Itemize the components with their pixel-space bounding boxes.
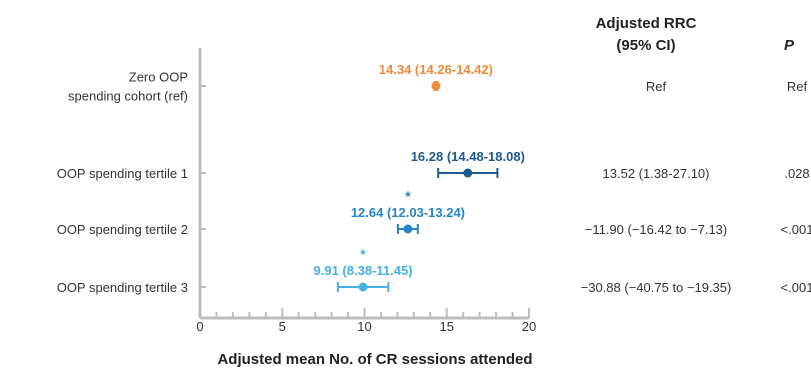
row-label: Zero OOP: [129, 70, 188, 85]
significance-marker: *: [405, 188, 411, 204]
row-label: OOP spending tertile 2: [57, 222, 188, 237]
x-axis: 0 5 10 15 20: [196, 48, 536, 334]
estimate-label: 12.64 (12.03-13.24): [351, 205, 465, 220]
rrc-cell: −30.88 (−40.75 to −19.35): [581, 280, 732, 295]
plot-row: OOP spending tertile 1 16.28 (14.48-18.08…: [57, 149, 810, 181]
estimate-label: 9.91 (8.38-11.45): [314, 263, 413, 278]
row-label: spending cohort (ref): [68, 89, 188, 104]
plot-row: OOP spending tertile 3 9.91 (8.38-11.45)*…: [57, 246, 811, 295]
point-estimate: [463, 168, 473, 178]
rrc-cell: 13.52 (1.38-27.10): [603, 166, 710, 181]
p-cell: Ref: [787, 79, 808, 94]
p-cell: .028: [784, 166, 809, 181]
x-tick-label: 20: [522, 319, 536, 334]
plot-rows: Zero OOP spending cohort (ref) 14.34 (14.2…: [57, 62, 811, 295]
x-tick-label: 15: [440, 319, 454, 334]
row-label: OOP spending tertile 3: [57, 280, 188, 295]
rrc-header-line-1: Adjusted RRC: [596, 15, 697, 32]
significance-marker: *: [360, 246, 366, 262]
p-cell: <.001: [781, 280, 811, 295]
rrc-header-line-2: (95% CI): [616, 37, 675, 54]
x-tick-label: 5: [279, 319, 286, 334]
row-label: OOP spending tertile 1: [57, 166, 188, 181]
p-header: P: [784, 37, 795, 54]
plot-row: Zero OOP spending cohort (ref) 14.34 (14.2…: [68, 62, 807, 104]
x-tick-label: 0: [196, 319, 203, 334]
rrc-cell: −11.90 (−16.42 to −7.13): [585, 222, 728, 237]
estimate-label: 14.34 (14.26-14.42): [379, 62, 493, 77]
rrc-cell: Ref: [646, 79, 667, 94]
p-cell: <.001: [781, 222, 811, 237]
point-estimate: [403, 224, 413, 234]
plot-row: OOP spending tertile 2 12.64 (12.03-13.24…: [57, 188, 811, 237]
point-estimate: [358, 282, 368, 292]
estimate-label: 16.28 (14.48-18.08): [411, 149, 525, 164]
x-tick-label: 10: [357, 319, 371, 334]
point-estimate: [431, 81, 441, 91]
table-headers: Adjusted RRC (95% CI) P: [596, 15, 795, 54]
x-axis-label: Adjusted mean No. of CR sessions attende…: [217, 351, 532, 368]
